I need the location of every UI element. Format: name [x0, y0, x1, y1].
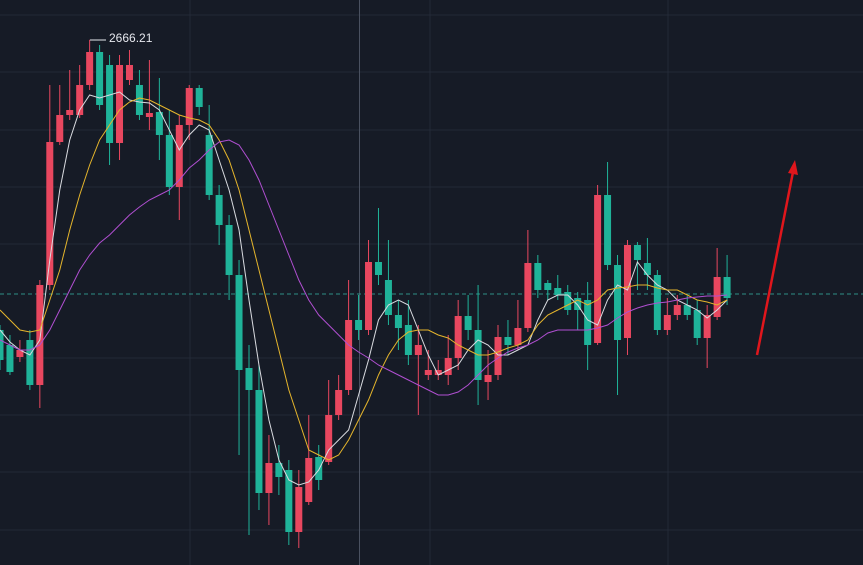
- candle-body: [285, 470, 293, 532]
- candle-body: [554, 288, 562, 295]
- candle-body: [464, 316, 472, 330]
- candle-body: [623, 245, 631, 338]
- candle-body: [564, 292, 572, 310]
- candle-body: [295, 487, 303, 532]
- candle-body: [195, 88, 203, 107]
- candle-body: [185, 88, 193, 125]
- candle-body: [26, 340, 34, 385]
- candle-body: [175, 125, 183, 187]
- candle-body: [106, 65, 114, 143]
- moving-average-line: [0, 97, 728, 461]
- candle-body: [145, 113, 153, 117]
- candle-body: [135, 85, 143, 115]
- arrow: [755, 160, 798, 356]
- candle-body: [305, 458, 313, 502]
- candle-body: [713, 277, 721, 317]
- candle-body: [165, 135, 173, 187]
- candle-body: [594, 195, 602, 343]
- candle-body: [404, 325, 412, 355]
- candle-body: [205, 135, 213, 195]
- candle-body: [663, 315, 671, 330]
- candle-body: [574, 298, 582, 310]
- candle-body: [355, 320, 363, 330]
- moving-average-line: [0, 91, 728, 486]
- candle-body: [215, 195, 223, 225]
- candle-body: [643, 263, 651, 275]
- plot: [0, 39, 863, 548]
- arrow-shaft: [755, 171, 795, 356]
- candle-body: [245, 368, 253, 390]
- candle-body: [384, 280, 392, 315]
- candle-body: [365, 262, 373, 330]
- candle-body: [534, 263, 542, 290]
- candle-body: [155, 112, 163, 135]
- candle-body: [374, 262, 382, 275]
- candle-body: [46, 142, 54, 285]
- candle-body: [544, 283, 552, 290]
- candle-body: [683, 305, 691, 315]
- candle-body: [723, 277, 731, 298]
- candle-body: [76, 85, 84, 115]
- candle-body: [225, 225, 233, 275]
- candle-body: [6, 345, 14, 372]
- candle-body: [514, 328, 522, 345]
- candle-body: [66, 110, 74, 115]
- candle-body: [494, 337, 502, 375]
- candle-body: [0, 330, 4, 360]
- candle-body: [96, 52, 104, 105]
- candle-body: [584, 300, 592, 345]
- candle-body: [345, 320, 353, 390]
- candle-body: [255, 390, 263, 493]
- arrow-head: [788, 160, 798, 175]
- candle-body: [275, 463, 283, 477]
- candle-body: [614, 265, 622, 340]
- candle-body: [315, 457, 323, 480]
- candle-body: [604, 195, 612, 265]
- candle-body: [86, 52, 94, 85]
- candle-body: [454, 316, 462, 358]
- max-annotation: 2666.21: [109, 31, 153, 45]
- candle-body: [673, 305, 681, 315]
- candle-body: [16, 350, 24, 357]
- candle-body: [424, 370, 432, 375]
- candle-body: [693, 310, 701, 338]
- candle-body: [235, 275, 243, 370]
- candle-body: [633, 245, 641, 260]
- candle-body: [125, 65, 133, 80]
- candle-body: [325, 415, 333, 462]
- candle-body: [394, 315, 402, 328]
- candle-body: [335, 390, 343, 415]
- candle-body: [414, 345, 422, 355]
- candle-body: [444, 358, 452, 375]
- candle-body: [703, 315, 711, 338]
- candle-body: [56, 115, 64, 142]
- candle-body: [116, 65, 124, 143]
- candle-body: [265, 463, 273, 493]
- candle-body: [36, 285, 44, 385]
- candle-body: [504, 337, 512, 345]
- moving-average-line: [0, 139, 728, 396]
- candle-body: [524, 263, 532, 328]
- candle-body: [484, 375, 492, 382]
- candle-body: [434, 370, 442, 375]
